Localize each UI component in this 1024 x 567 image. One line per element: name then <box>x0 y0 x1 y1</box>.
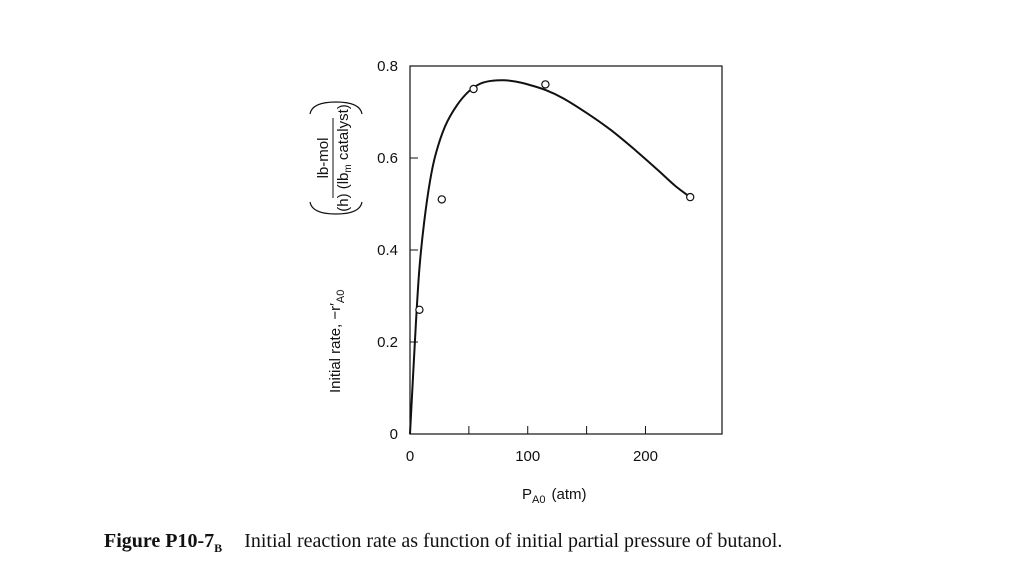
figure-id: Figure P10-7B <box>104 530 223 555</box>
y-axis-label: Initial rate, −r′A0 lb-mol (h) (lbm cata… <box>309 101 363 393</box>
data-point <box>469 84 478 94</box>
svg-text:Initial rate, −r′A0: Initial rate, −r′A0 <box>327 290 347 393</box>
x-tick-label: 0 <box>406 448 414 465</box>
svg-text:lb-mol: lb-mol <box>315 138 332 179</box>
data-point <box>415 305 424 314</box>
x-axis-label: PA0 (atm) <box>522 486 586 506</box>
y-tick-label: 0.8 <box>377 58 398 75</box>
y-tick-label: 0.4 <box>377 242 398 259</box>
x-tick-label: 100 <box>515 448 540 465</box>
figure-caption: Figure P10-7B Initial reaction rate as fu… <box>104 530 782 556</box>
data-point <box>437 195 446 204</box>
y-tick-label: 0 <box>390 426 398 443</box>
y-tick-label: 0.2 <box>377 334 398 351</box>
y-tick-label: 0.6 <box>377 150 398 167</box>
plot-frame <box>409 65 723 435</box>
data-point <box>686 192 695 202</box>
caption-text: Initial reaction rate as function of ini… <box>244 530 783 552</box>
data-point <box>541 80 550 89</box>
fit-curve <box>409 79 691 435</box>
svg-text:(h) (lbm catalyst): (h) (lbm catalyst) <box>335 104 354 212</box>
x-tick-label: 200 <box>633 448 658 465</box>
